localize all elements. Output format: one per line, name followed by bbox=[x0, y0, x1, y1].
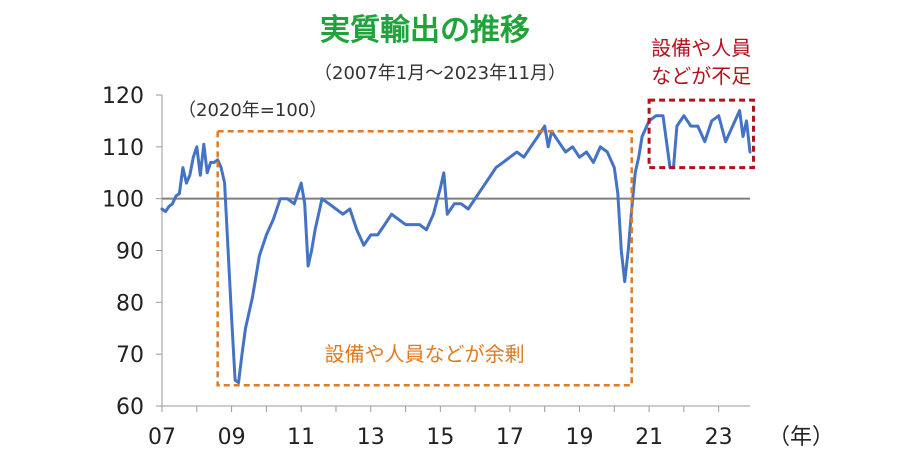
y-tick-label: 80 bbox=[116, 291, 144, 316]
x-tick-label: 21 bbox=[635, 425, 663, 450]
shortage-period-box bbox=[647, 98, 755, 170]
x-tick-label: 17 bbox=[496, 425, 524, 450]
x-tick-label: 09 bbox=[218, 425, 246, 450]
surplus-period-box bbox=[216, 130, 633, 387]
x-tick-label: 11 bbox=[287, 425, 315, 450]
y-tick-label: 120 bbox=[102, 84, 144, 109]
y-tick-label: 90 bbox=[116, 240, 144, 265]
base-year-note: （2020年=100） bbox=[178, 100, 327, 121]
y-tick-label: 60 bbox=[116, 395, 144, 420]
x-tick-label: 23 bbox=[705, 425, 733, 450]
x-tick-label: 07 bbox=[148, 425, 176, 450]
x-unit-label: （年） bbox=[768, 425, 834, 450]
y-tick-label: 100 bbox=[102, 188, 144, 213]
x-tick-label: 15 bbox=[426, 425, 454, 450]
x-tick-labels: 07 09 11 13 15 17 19 21 23 bbox=[148, 406, 733, 450]
y-tick-label: 70 bbox=[116, 343, 144, 368]
shortage-label-line1: 設備や人員 bbox=[651, 36, 751, 60]
y-tick-labels: 60 70 80 90 100 110 120 bbox=[102, 84, 162, 420]
chart-title: 実質輸出の推移 bbox=[320, 13, 530, 48]
x-tick-label: 19 bbox=[566, 425, 594, 450]
y-tick-label: 110 bbox=[102, 136, 144, 161]
x-tick-label: 13 bbox=[357, 425, 385, 450]
shortage-label-line2: などが不足 bbox=[651, 64, 751, 88]
chart-subtitle: （2007年1月～2023年11月） bbox=[314, 63, 566, 84]
surplus-label: 設備や人員などが余剰 bbox=[325, 342, 525, 366]
